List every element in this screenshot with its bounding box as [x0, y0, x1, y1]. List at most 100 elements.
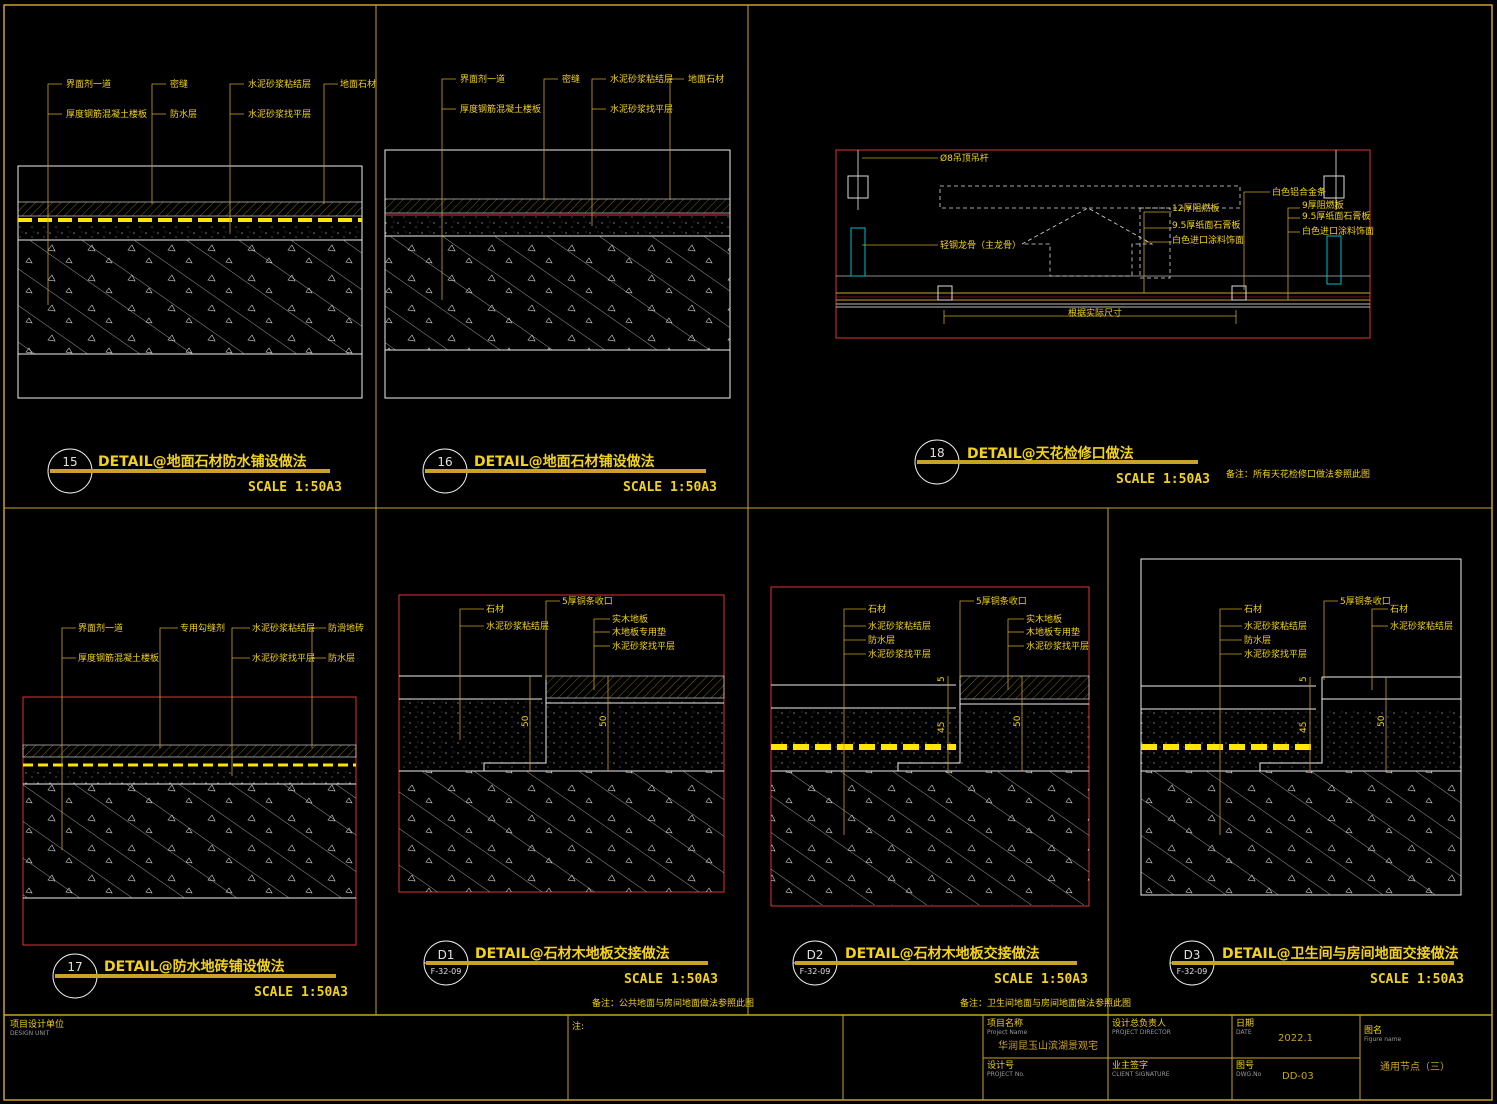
figure-name-label: 图名	[1364, 1024, 1382, 1036]
label: 水泥砂浆找平层	[1244, 648, 1307, 660]
label: 防滑地砖	[328, 622, 364, 634]
label: 专用勾缝剂	[180, 622, 225, 634]
detail-title: DETAIL@石材木地板交接做法	[475, 945, 670, 962]
detail-16-drawing	[384, 78, 731, 399]
label: 地面石材	[688, 73, 724, 85]
date-label: 日期	[1236, 1018, 1254, 1029]
detail-number: 16	[437, 455, 452, 469]
label: 12厚阻燃板	[1172, 202, 1219, 214]
label: 9.5厚纸面石膏板	[1172, 219, 1240, 231]
detail-d3-title-block: D3 F-32-09 DETAIL@卫生间与房间地面交接做法 SCALE 1:5…	[1169, 940, 1464, 987]
drawing-no-en: DWG.No	[1236, 1071, 1262, 1078]
notes-label: 注:	[572, 1020, 584, 1032]
label: 密缝	[170, 78, 188, 90]
label: 界面剂一道	[78, 622, 123, 634]
detail-title: DETAIL@地面石材防水铺设做法	[98, 453, 307, 470]
detail-d1-title-block: D1 F-32-09 DETAIL@石材木地板交接做法 SCALE 1:50A3…	[423, 940, 754, 1009]
label: 防水层	[170, 108, 197, 120]
detail-scale: SCALE 1:50A3	[248, 480, 342, 495]
dimension: 50	[1377, 715, 1387, 727]
project-director-en: PROJECT DIRECTOR	[1112, 1029, 1171, 1036]
detail-16-title-block: 16 DETAIL@地面石材铺设做法 SCALE 1:50A3	[422, 448, 717, 495]
detail-d2-drawing	[770, 586, 1090, 907]
detail-d2-title-block: D2 F-32-09 DETAIL@石材木地板交接做法 SCALE 1:50A3…	[792, 940, 1131, 1009]
detail-scale: SCALE 1:50A3	[994, 972, 1088, 987]
design-unit-en: DESIGN UNIT	[10, 1030, 50, 1037]
dimension: 5	[937, 676, 947, 682]
detail-15-title-block: 15 DETAIL@地面石材防水铺设做法 SCALE 1:50A3	[47, 448, 342, 495]
dimension: 50	[599, 715, 609, 727]
detail-number: D2	[807, 948, 824, 962]
sheet-frame	[3, 4, 1493, 1101]
label: 水泥砂浆粘结层	[868, 620, 931, 632]
detail-d2-labels: 石材 水泥砂浆粘结层 防水层 水泥砂浆找平层 5厚铜条收口 实木地板 木地板专用…	[868, 595, 1089, 733]
label: 厚度钢筋混凝土楼板	[78, 652, 159, 664]
detail-d3-labels: 石材 水泥砂浆粘结层 防水层 水泥砂浆找平层 5厚铜条收口 石材 水泥砂浆粘结层…	[1244, 595, 1453, 733]
sheet-ref: F-32-09	[1177, 967, 1208, 976]
label: 密缝	[562, 73, 580, 85]
detail-15-labels: 界面剂一道 厚度钢筋混凝土楼板 密缝 防水层 水泥砂浆粘结层 水泥砂浆找平层 地…	[66, 78, 376, 120]
project-no-en: PROJECT No.	[987, 1071, 1025, 1078]
label: 水泥砂浆找平层	[1026, 640, 1089, 652]
project-director-label: 设计总负责人	[1112, 1017, 1166, 1029]
label: 界面剂一道	[460, 73, 505, 85]
drawing-no-value: DD-03	[1282, 1071, 1314, 1082]
date-en: DATE	[1236, 1029, 1252, 1036]
detail-d1-labels: 石材 水泥砂浆粘结层 5厚铜条收口 实木地板 木地板专用垫 水泥砂浆找平层 50…	[486, 595, 675, 727]
label: 9.5厚纸面石膏板	[1302, 210, 1370, 222]
detail-scale: SCALE 1:50A3	[1116, 472, 1210, 487]
label: 石材	[1244, 603, 1262, 615]
client-en: CLIENT SIGNATURE	[1112, 1071, 1170, 1078]
detail-18-title-block: 18 DETAIL@天花检修口做法 SCALE 1:50A3 备注：所有天花检修…	[914, 439, 1370, 487]
detail-d1-drawing	[398, 594, 725, 893]
project-name-label: 项目名称	[987, 1017, 1023, 1029]
label: 5厚铜条收口	[1340, 595, 1391, 607]
figure-name-en: Figure name	[1364, 1036, 1402, 1043]
detail-number: 17	[67, 960, 82, 974]
date-value: 2022.1	[1278, 1033, 1313, 1044]
label: 轻钢龙骨（主龙骨）	[940, 239, 1021, 251]
label: 水泥砂浆找平层	[612, 640, 675, 652]
label: 厚度钢筋混凝土楼板	[66, 108, 147, 120]
detail-15-drawing	[17, 83, 363, 399]
dimension: 50	[521, 715, 531, 727]
sheet-ref: F-32-09	[800, 967, 831, 976]
label: 防水层	[328, 652, 355, 664]
detail-number: 15	[62, 455, 77, 469]
detail-scale: SCALE 1:50A3	[1370, 972, 1464, 987]
label: 厚度钢筋混凝土楼板	[460, 103, 541, 115]
dimension: 45	[937, 722, 947, 733]
label: 水泥砂浆找平层	[868, 648, 931, 660]
label: 实木地板	[612, 613, 648, 625]
detail-18-labels: Ø8吊顶吊杆 12厚阻燃板 9.5厚纸面石膏板 白色进口涂料饰面 轻钢龙骨（主龙…	[940, 152, 1374, 319]
label: 5厚铜条收口	[976, 595, 1027, 607]
label: 石材	[486, 603, 504, 615]
label: 水泥砂浆找平层	[252, 652, 315, 664]
label: 实木地板	[1026, 613, 1062, 625]
label: 水泥砂浆粘结层	[1390, 620, 1453, 632]
detail-17-labels: 界面剂一道 厚度钢筋混凝土楼板 专用勾缝剂 水泥砂浆粘结层 水泥砂浆找平层 防滑…	[78, 622, 364, 664]
title-block: 项目设计单位 DESIGN UNIT 注: 项目名称 Project Name …	[10, 1015, 1450, 1100]
sheet-ref: F-32-09	[431, 967, 462, 976]
label: 白色铝合金条	[1272, 186, 1326, 198]
label: 防水层	[1244, 634, 1271, 646]
dimension-label: 根据实际尺寸	[1068, 307, 1122, 319]
client-label: 业主签字	[1112, 1059, 1148, 1071]
label: Ø8吊顶吊杆	[940, 152, 989, 164]
label: 木地板专用垫	[612, 626, 666, 638]
label: 水泥砂浆粘结层	[1244, 620, 1307, 632]
detail-note: 备注：所有天花检修口做法参照此图	[1226, 468, 1370, 480]
design-unit-label: 项目设计单位	[10, 1018, 64, 1030]
dimension: 5	[1299, 676, 1309, 682]
label: 界面剂一道	[66, 78, 111, 90]
detail-title: DETAIL@地面石材铺设做法	[474, 453, 655, 470]
label: 石材	[868, 603, 886, 615]
detail-number: 18	[929, 446, 944, 460]
label: 水泥砂浆粘结层	[252, 622, 315, 634]
detail-title: DETAIL@防水地砖铺设做法	[104, 958, 285, 975]
detail-16-labels: 界面剂一道 厚度钢筋混凝土楼板 密缝 水泥砂浆粘结层 水泥砂浆找平层 地面石材	[460, 73, 724, 115]
detail-title: DETAIL@天花检修口做法	[967, 445, 1134, 462]
dimension: 50	[1013, 715, 1023, 727]
detail-number: D3	[1184, 948, 1201, 962]
label: 9厚阻燃板	[1302, 199, 1344, 211]
